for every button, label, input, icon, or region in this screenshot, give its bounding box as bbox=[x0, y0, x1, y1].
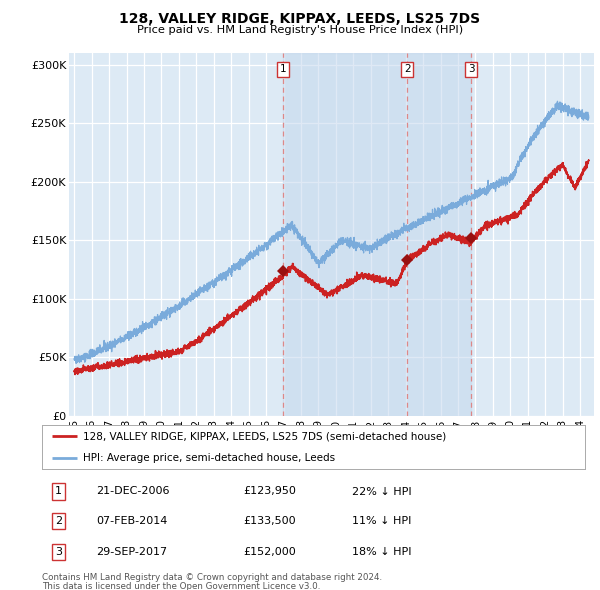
Text: 128, VALLEY RIDGE, KIPPAX, LEEDS, LS25 7DS (semi-detached house): 128, VALLEY RIDGE, KIPPAX, LEEDS, LS25 7… bbox=[83, 431, 446, 441]
Text: 29-SEP-2017: 29-SEP-2017 bbox=[97, 547, 167, 557]
Text: 2: 2 bbox=[55, 516, 62, 526]
Text: 2: 2 bbox=[404, 64, 410, 74]
Bar bbox=[283, 53, 471, 416]
Text: 22% ↓ HPI: 22% ↓ HPI bbox=[352, 487, 411, 496]
Text: Price paid vs. HM Land Registry's House Price Index (HPI): Price paid vs. HM Land Registry's House … bbox=[137, 25, 463, 35]
Text: 3: 3 bbox=[55, 547, 62, 557]
Text: £123,950: £123,950 bbox=[243, 487, 296, 496]
Text: 1: 1 bbox=[55, 487, 62, 496]
Text: 11% ↓ HPI: 11% ↓ HPI bbox=[352, 516, 411, 526]
Text: 18% ↓ HPI: 18% ↓ HPI bbox=[352, 547, 411, 557]
Text: 21-DEC-2006: 21-DEC-2006 bbox=[97, 487, 170, 496]
Text: 3: 3 bbox=[468, 64, 475, 74]
Text: £133,500: £133,500 bbox=[243, 516, 296, 526]
Text: Contains HM Land Registry data © Crown copyright and database right 2024.: Contains HM Land Registry data © Crown c… bbox=[42, 573, 382, 582]
Text: HPI: Average price, semi-detached house, Leeds: HPI: Average price, semi-detached house,… bbox=[83, 453, 335, 463]
Text: 128, VALLEY RIDGE, KIPPAX, LEEDS, LS25 7DS: 128, VALLEY RIDGE, KIPPAX, LEEDS, LS25 7… bbox=[119, 12, 481, 26]
Text: 1: 1 bbox=[280, 64, 286, 74]
Text: £152,000: £152,000 bbox=[243, 547, 296, 557]
Text: 07-FEB-2014: 07-FEB-2014 bbox=[97, 516, 167, 526]
Text: This data is licensed under the Open Government Licence v3.0.: This data is licensed under the Open Gov… bbox=[42, 582, 320, 590]
